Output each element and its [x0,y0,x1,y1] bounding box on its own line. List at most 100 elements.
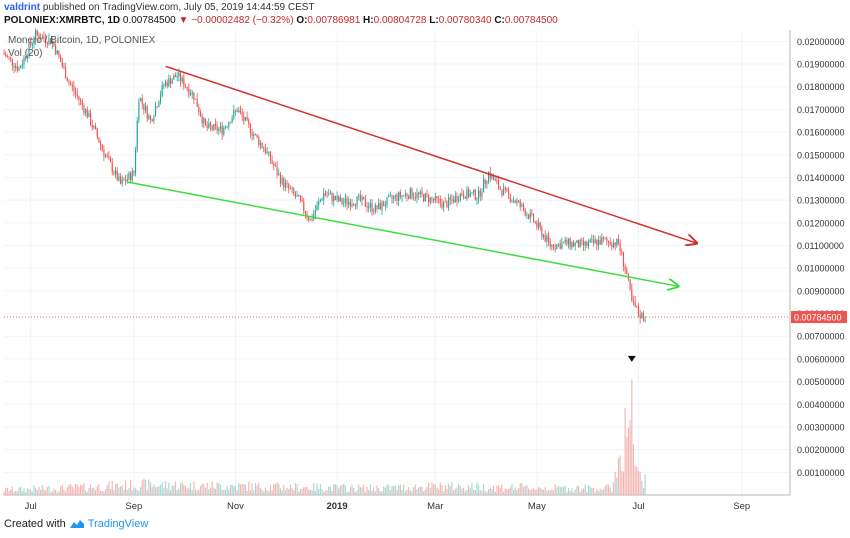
volume-bar [26,488,28,495]
volume-bar [478,485,480,495]
candle-body [619,243,621,252]
candle-body [283,178,285,188]
volume-bar [234,485,237,495]
candle-body [369,203,371,208]
candle-body [286,182,288,184]
volume-bar [188,488,190,495]
chart-header: valdrint published on TradingView.com, J… [4,0,844,28]
volume-bar [13,491,15,495]
volume-bar [414,484,416,495]
volume-bar [616,477,618,495]
volume-bar [246,490,248,495]
volume-bar [359,487,361,495]
candle-body [511,200,513,202]
candle-body [596,239,598,246]
symbol-label[interactable]: POLONIEX:XMRBTC, 1D [4,15,121,26]
candle-body [71,84,73,87]
volume-bar [153,484,155,495]
volume-bar [56,492,58,495]
candle-body [311,219,313,221]
volume-bar [203,483,205,495]
volume-bar [178,488,180,495]
candle-body [408,196,410,199]
candle-body [539,223,541,228]
volume-bar [642,487,645,495]
volume-bar [434,484,436,495]
candle-body [569,238,571,248]
volume-bar [293,490,295,495]
tradingview-brand[interactable]: TradingView [87,518,149,530]
candle-body [46,42,48,45]
volume-bar [619,455,621,495]
candle-body [269,151,272,161]
volume-bar [161,482,163,495]
candle-body [216,125,218,131]
volume-bar [441,485,443,495]
candles-group [3,28,646,324]
candle-body [246,117,248,120]
volume-bar [413,487,415,495]
volume-bar [40,489,42,495]
candle-body [499,187,501,190]
volume-bar [134,488,137,495]
volume-bar [191,490,193,495]
candle-body [354,205,356,206]
candle-body [281,178,283,184]
volume-bar [641,480,643,495]
volume-bar [33,485,35,495]
volume-bar [23,488,25,495]
candle-body [251,133,253,136]
candle-body [486,181,488,184]
volume-bar [602,489,605,495]
candle-body [379,202,381,210]
candle-body [438,198,440,200]
volume-bar [524,486,526,495]
candle-body [617,238,620,244]
volume-bar [532,487,535,495]
volume-bar [88,488,90,495]
volume-bar [301,488,303,495]
volume-bar [201,483,203,495]
candle-body [384,205,386,207]
volume-bar [316,483,318,495]
author-link[interactable]: valdrint [4,2,41,13]
candle-body [351,204,353,207]
volume-bar [95,490,97,495]
candle-body [409,188,411,199]
volume-bar [353,487,355,495]
volume-bar [379,491,381,495]
volume-bar [404,491,406,495]
candle-body [549,240,551,247]
candle-body [21,64,23,67]
y-tick-label: 0.00400000 [797,400,845,410]
candle-body [303,201,305,212]
low-value: 0.00780340 [438,15,492,26]
volume-bar [143,478,145,495]
candle-body [562,242,565,244]
x-tick-label: 2019 [326,501,347,512]
last-price: 0.00784500 [122,15,176,26]
volume-bar [369,484,371,495]
volume-bar [133,487,135,495]
volume-bar [91,487,93,495]
candle-body [634,301,636,307]
candle-body [43,36,45,39]
y-tick-label: 0.00900000 [797,286,845,296]
candle-body [532,213,535,222]
candle-body [586,241,588,246]
price-chart[interactable]: 0.00100000 0.00200000 0.00300000 0.00400000… [0,28,850,515]
volume-bar [41,485,43,495]
x-tick-label: Mar [427,501,443,512]
volume-bar [384,487,386,495]
candle-body [248,119,250,125]
volume-bar [471,483,473,495]
candle-body [484,179,486,184]
candle-body [289,188,292,190]
volume-bar [408,487,410,495]
candle-body [426,193,428,196]
volume-bar [483,483,485,495]
candle-body [358,195,360,197]
candle-body [60,56,62,62]
volume-bar [268,490,270,495]
volume-bar [636,466,638,495]
